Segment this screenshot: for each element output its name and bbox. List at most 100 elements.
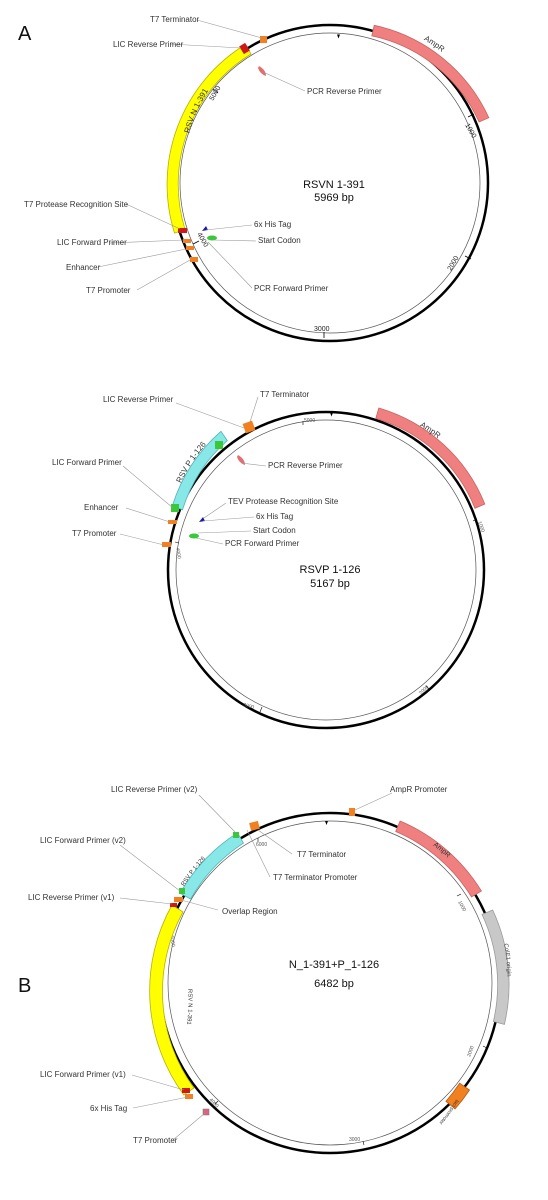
tick-label: 5000 [168, 935, 176, 947]
insert-n-label: RSV N 1-391 [185, 989, 193, 1026]
label-t7-promoter: T7 Promoter [133, 1136, 178, 1145]
t7-promoter-mark [202, 1108, 210, 1116]
label-pcr-reverse-primer: PCR Reverse Primer [307, 87, 382, 96]
tick-label: 5000 [304, 418, 315, 424]
t7-terminator-mark [242, 420, 256, 434]
backbone-circle [166, 410, 486, 730]
leader-line [125, 507, 171, 523]
tick-label: 3000 [349, 1137, 360, 1143]
lic-forward-v2-mark [179, 888, 185, 894]
overlap-region-mark [174, 897, 183, 902]
leader-line [205, 224, 253, 231]
label-his-tag: 6x His Tag [90, 1104, 127, 1113]
label-his-tag: 6x His Tag [254, 220, 291, 229]
leader-line [246, 829, 271, 878]
leader-line [195, 537, 224, 545]
origin-marker [337, 34, 340, 39]
tick-label: 1000 [456, 900, 467, 913]
t7-promoter-mark [190, 257, 198, 262]
tick-label: 1000 [463, 123, 477, 140]
plasmid-map-n-plus-p: 6000 1000 2000 3000 4000 5000 AmpR ColE1… [28, 785, 511, 1155]
pcr-reverse-primer-mark [237, 455, 245, 465]
rsv-p-insert [179, 832, 245, 900]
leader-line [262, 71, 306, 92]
tick-mark [174, 541, 180, 544]
panel-label-a: A [18, 23, 32, 45]
tick-mark [482, 1045, 488, 1049]
label-his-tag: 6x His Tag [256, 512, 293, 521]
plasmid-size: 6482 bp [314, 978, 354, 990]
leader-line [180, 899, 219, 911]
inner-ring [179, 32, 481, 334]
tick-mark [456, 893, 462, 897]
leader-line [257, 829, 293, 855]
leader-line [249, 396, 259, 423]
lic-forward-primer-mark [183, 239, 191, 243]
label-t7-terminator-promoter: T7 Terminator Promoter [273, 873, 358, 882]
lic-reverse-primer-mark [215, 441, 223, 449]
leader-line [132, 1096, 189, 1109]
leader-line [125, 203, 181, 230]
tick-label: 4000 [195, 232, 209, 249]
label-t7-terminator: T7 Terminator [260, 390, 310, 399]
enhancer-mark [186, 246, 194, 250]
t7-terminator-mark [260, 36, 267, 43]
label-pcr-forward-primer: PCR Forward Primer [225, 539, 300, 548]
leader-line [196, 19, 263, 39]
plasmid-name: RSVP 1-126 [300, 564, 361, 576]
tick-label: 2000 [466, 1045, 476, 1058]
enhancer-mark [168, 520, 177, 524]
inner-ring [167, 820, 493, 1146]
leader-line [119, 897, 173, 905]
leader-line [119, 533, 165, 546]
plasmid-name: N_1-391+P_1-126 [289, 959, 379, 971]
leader-line [211, 239, 257, 242]
tick-mark [425, 685, 431, 691]
tick-mark [212, 88, 219, 94]
leader-line [202, 516, 255, 522]
start-codon-mark [207, 235, 217, 241]
ampr-feature [395, 820, 482, 898]
tick-label: 1000 [476, 521, 486, 534]
leader-line [122, 465, 174, 509]
origin-marker [325, 821, 328, 825]
label-pcr-forward-primer: PCR Forward Primer [254, 284, 329, 293]
leader-line [175, 402, 245, 429]
plasmid-map-rsvp: 5000 1000 2000 3000 4000 AmpR RSV P 1-12… [52, 390, 486, 730]
leader-line [119, 844, 181, 892]
plasmid-size: 5969 bp [314, 192, 354, 204]
label-lic-forward-primer: LIC Forward Primer [52, 458, 122, 467]
plasmid-size: 5167 bp [310, 578, 350, 590]
rsv-p-insert [171, 430, 228, 511]
start-codon-mark [189, 533, 199, 539]
laci-promoter-feature [445, 1082, 471, 1110]
leader-line [354, 792, 393, 811]
cole1-label: ColE1 origin [502, 943, 511, 976]
ampr-promoter-mark [349, 808, 355, 816]
lic-reverse-v2-mark [233, 832, 239, 838]
pcr-reverse-primer-mark [258, 66, 266, 76]
leader-line [109, 239, 184, 244]
label-lic-forward-v1: LIC Forward Primer (v1) [40, 1070, 126, 1079]
label-start-codon: Start Codon [253, 526, 296, 535]
label-lic-forward-primer: LIC Forward Primer [57, 238, 127, 247]
tick-label: 6000 [256, 842, 267, 848]
tick-mark [467, 113, 475, 118]
ampr-feature [375, 407, 486, 509]
leader-line [207, 241, 253, 289]
protease-site-mark [178, 228, 187, 233]
tick-mark [192, 240, 200, 245]
leader-line [240, 462, 267, 467]
tick-mark [362, 1140, 365, 1146]
tick-mark [472, 518, 478, 522]
label-lic-reverse-v2: LIC Reverse Primer (v2) [111, 785, 198, 794]
leader-line [169, 43, 242, 49]
cole1-origin-feature [481, 909, 510, 1025]
leader-line [197, 530, 252, 534]
label-ampr-promoter: AmpR Promoter [390, 785, 448, 794]
label-t7-promoter: T7 Promoter [72, 529, 117, 538]
label-enhancer: Enhancer [84, 503, 119, 512]
label-lic-reverse-primer: LIC Reverse Primer [103, 395, 174, 404]
label-t7-promoter: T7 Promoter [86, 286, 131, 295]
